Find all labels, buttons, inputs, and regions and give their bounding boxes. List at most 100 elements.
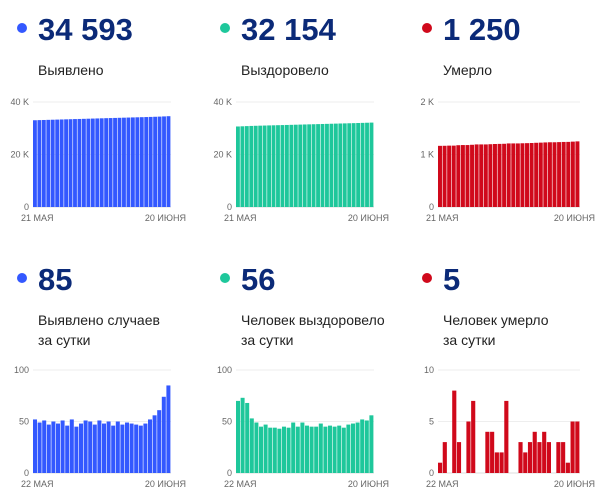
bar (41, 119, 46, 207)
bar (79, 423, 83, 473)
bar (347, 123, 352, 207)
bar (286, 427, 291, 473)
bar (523, 452, 528, 473)
bar (556, 442, 561, 473)
stat-label-line: Человек умерло (443, 312, 549, 328)
x-tick-label: 20 ИЮНЯ (554, 479, 595, 489)
bar (267, 125, 272, 207)
bar (37, 120, 42, 207)
bar (282, 426, 286, 473)
bar (570, 141, 575, 207)
bar (280, 125, 285, 207)
bar (157, 116, 162, 207)
headline-value: 32 154 (241, 12, 336, 47)
headline-value: 56 (241, 262, 276, 297)
headline-value: 5 (443, 262, 461, 297)
bar (329, 123, 334, 207)
bar (259, 426, 263, 473)
bar (575, 421, 580, 473)
y-tick-label: 0 (24, 202, 29, 212)
bar (305, 425, 309, 473)
bar (77, 118, 82, 207)
bar (46, 424, 51, 473)
bar (122, 117, 126, 207)
bar (338, 123, 343, 207)
bar (161, 396, 166, 473)
bar (90, 118, 95, 207)
bar (341, 427, 346, 473)
stat-label-line: за сутки (241, 332, 294, 348)
bar-chart: 0 20 K 40 K 21 МАЯ 20 ИЮНЯ (213, 97, 389, 223)
bar (148, 419, 152, 473)
bar (135, 117, 140, 207)
bar (447, 145, 452, 207)
bar (438, 462, 443, 473)
bar (249, 418, 254, 473)
bar (272, 427, 277, 473)
y-tick-label: 2 K (420, 97, 434, 107)
bar (50, 119, 55, 207)
bar (291, 422, 296, 473)
bar (466, 421, 471, 473)
headline-value: 34 593 (38, 12, 133, 47)
bar (244, 126, 249, 207)
bar (527, 442, 533, 473)
bar-chart: 0 50 100 22 МАЯ 20 ИЮНЯ (14, 365, 186, 489)
bar (506, 143, 511, 207)
bar (351, 423, 355, 473)
bar (460, 145, 465, 207)
x-tick-label: 20 ИЮНЯ (348, 213, 389, 223)
bar (129, 423, 134, 473)
bar (529, 143, 534, 207)
bar (60, 420, 65, 473)
bar (364, 420, 369, 473)
bar (543, 142, 548, 207)
bar (452, 390, 457, 473)
bar (328, 425, 332, 473)
bar (245, 402, 250, 473)
stat-label: Человек умерло за сутки (443, 310, 549, 350)
y-tick-label: 50 (222, 417, 232, 427)
bar (570, 421, 575, 473)
bar (479, 144, 484, 207)
bar (365, 122, 369, 207)
bar (471, 400, 476, 473)
bar (470, 144, 475, 207)
y-tick-label: 40 K (10, 97, 29, 107)
bar (332, 426, 337, 473)
bar (351, 123, 356, 207)
bar (166, 116, 171, 207)
bar (271, 125, 276, 207)
bar (37, 422, 42, 473)
y-tick-label: 5 (429, 417, 434, 427)
bar (298, 124, 303, 207)
bar (236, 126, 240, 207)
bar (102, 423, 106, 473)
bar (451, 145, 456, 207)
bar (488, 144, 493, 207)
bar (546, 442, 551, 473)
y-tick-label: 20 K (213, 150, 232, 160)
bar (33, 120, 37, 207)
bar (490, 431, 495, 473)
stat-label-line: Умерло (443, 62, 493, 78)
bar (369, 415, 374, 473)
bar (499, 452, 504, 473)
bar (74, 426, 79, 473)
stat-panel-5: 5 Человек умерло за сутки 0 5 10 22 МАЯ 20 ИЮНЯ (405, 250, 605, 490)
bar (88, 421, 93, 473)
bar (42, 420, 47, 473)
bar (355, 422, 360, 473)
bar-chart: 0 20 K 40 K 21 МАЯ 20 ИЮНЯ (10, 97, 186, 223)
bar (166, 385, 171, 473)
y-tick-label: 1 K (420, 150, 434, 160)
bar (518, 442, 523, 473)
bar (236, 400, 240, 473)
bar (497, 143, 502, 207)
bar (83, 420, 88, 473)
bar (120, 424, 125, 473)
stat-label: Умерло (443, 60, 492, 80)
legend-dot-icon (17, 23, 27, 33)
stat-label-line: за сутки (443, 332, 496, 348)
legend-dot-icon (17, 273, 27, 283)
